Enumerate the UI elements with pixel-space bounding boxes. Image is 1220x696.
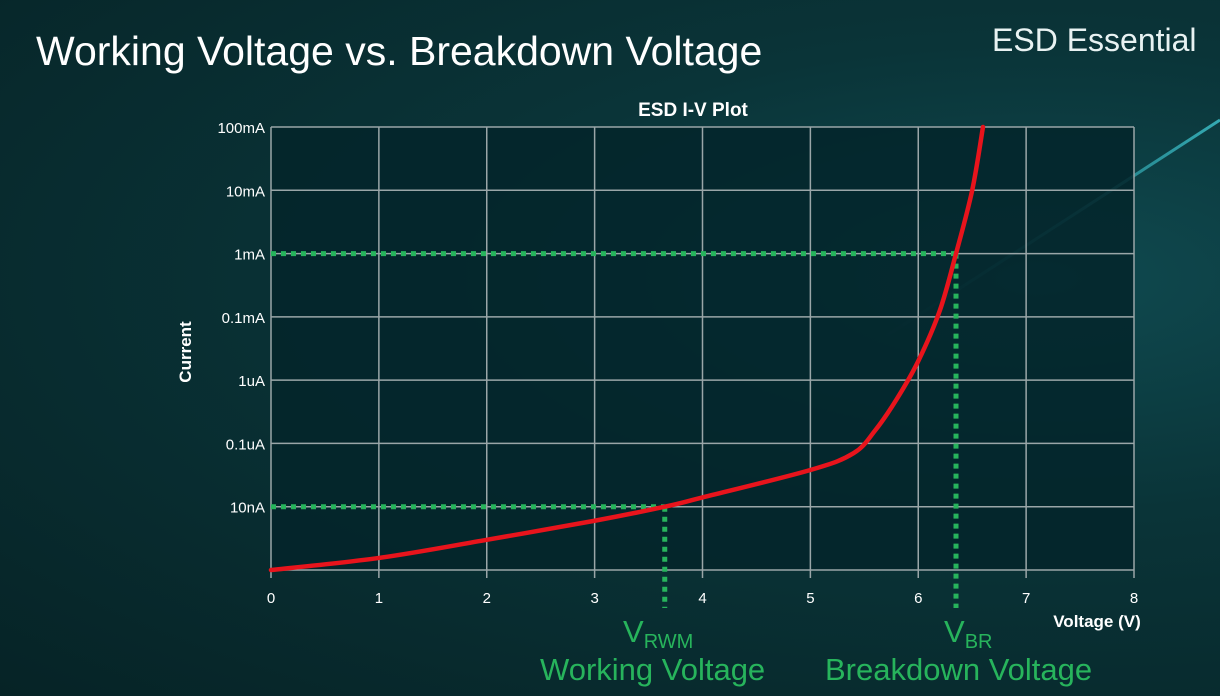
iv-curve: [268, 124, 986, 573]
y-tick-label: 10mA: [226, 183, 265, 200]
subscript: RWM: [644, 631, 694, 653]
annotation-label: Breakdown Voltage: [825, 652, 1092, 687]
annotation-label: Working Voltage: [540, 652, 765, 687]
brand-text: ESD Essential: [992, 22, 1197, 58]
x-tick-label: 2: [483, 590, 491, 607]
y-tick-label: 1mA: [234, 247, 265, 264]
subscript: BR: [965, 631, 993, 653]
y-tick-label: 10nA: [230, 500, 265, 517]
x-tick-label: 7: [1022, 590, 1030, 607]
x-tick-label: 3: [590, 590, 598, 607]
symbol: V: [623, 614, 644, 649]
y-tick-label: 1uA: [238, 373, 265, 390]
x-tick-label: 0: [267, 590, 275, 607]
symbol: V: [944, 614, 965, 649]
chart-title: ESD I-V Plot: [638, 100, 748, 121]
annotation-symbol: VBR: [944, 614, 992, 653]
x-tick-label: 6: [914, 590, 922, 607]
x-tick-label: 1: [375, 590, 383, 607]
y-axis-label: Current: [176, 321, 195, 383]
annotation-symbol: VRWM: [623, 614, 693, 653]
x-tick-label: 5: [806, 590, 814, 607]
slide-title: Working Voltage vs. Breakdown Voltage: [36, 28, 763, 74]
x-tick-label: 8: [1130, 590, 1138, 607]
y-tick-label: 0.1uA: [226, 436, 265, 453]
y-tick-label: 0.1mA: [222, 310, 265, 327]
x-tick-label: 4: [698, 590, 706, 607]
y-tick-label: 100mA: [217, 120, 265, 137]
x-axis-label: Voltage (V): [1053, 612, 1141, 631]
